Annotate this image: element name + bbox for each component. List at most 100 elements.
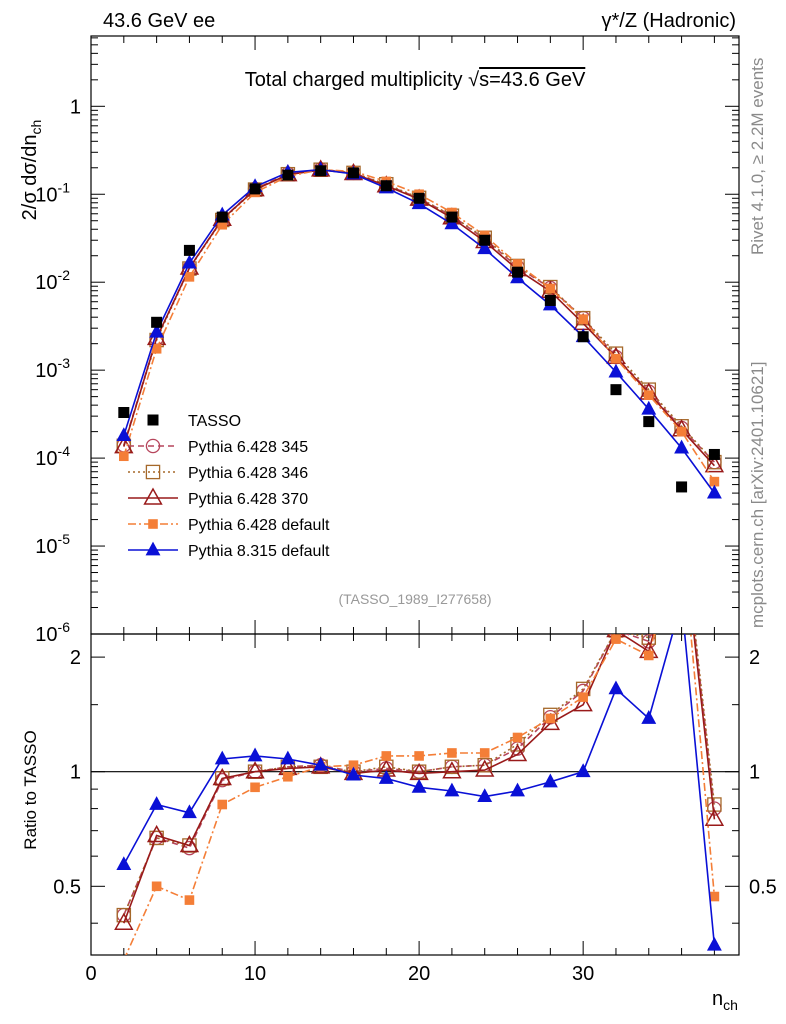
y-axis-label-top: 2/σ dσ/dnch (19, 120, 44, 221)
data-point (512, 266, 524, 278)
energy-label: 43.6 GeV ee (103, 10, 215, 32)
ratio-tick-label: 1 (70, 762, 81, 784)
series-0-ratio-line (123, 634, 716, 916)
series-2-ratio-point (212, 767, 232, 786)
top-axes: 10-610-510-410-310-210-11 (35, 36, 739, 646)
data-point (249, 183, 261, 195)
series-3-top-point (217, 219, 228, 230)
ratio-tick-label-right: 2 (749, 647, 760, 669)
series-3-top-point (611, 353, 621, 364)
data-point (446, 211, 458, 223)
series-4-ratio-point (674, 593, 689, 607)
series-3-ratio-point (447, 748, 457, 758)
series-1-ratio-point (641, 634, 657, 645)
data-point (544, 294, 556, 306)
data-point (118, 406, 130, 418)
series-4-top-point (674, 439, 690, 454)
series-3-ratio-point (611, 634, 621, 644)
series-4-ratio-point (575, 763, 591, 778)
data-point (708, 448, 720, 460)
ratio-panel-frame (90, 633, 740, 956)
data-point (413, 192, 425, 204)
ratio-series-group (114, 506, 725, 965)
data-point (577, 331, 589, 343)
data-point (183, 244, 195, 256)
series-1-ratio-point (444, 759, 460, 775)
series-4-top-point (149, 323, 165, 338)
series-4-top-point (608, 363, 624, 378)
series-3-ratio-point (512, 732, 523, 743)
x-tick-label: 10 (244, 963, 266, 985)
y-tick-label: 10-5 (35, 531, 70, 558)
series-2-ratio-point (704, 808, 725, 827)
series-4-ratio-point (641, 710, 657, 724)
legend-label-0: TASSO (188, 413, 241, 430)
legend-marker-2 (145, 464, 161, 480)
series-3-ratio-point (283, 771, 293, 782)
series-0-ratio-point (675, 509, 688, 522)
ratio-tick-label: 2 (70, 647, 81, 669)
series-1-ratio-point (675, 506, 688, 519)
series-3-ratio-point (250, 782, 260, 793)
series-4-top-point (641, 400, 657, 415)
y-tick-label: 10-3 (35, 355, 70, 382)
series-1-ratio-line (123, 634, 716, 916)
series-2-ratio-point (673, 514, 690, 529)
series-2-ratio-line (123, 634, 716, 924)
ratio-axes: 0 10 20 30 0.5 0.5 1 1 2 2 (53, 634, 777, 985)
series-2-ratio-point (114, 912, 134, 930)
series-2-ratio-point (245, 761, 265, 779)
series-4-ratio-point (706, 936, 722, 951)
series-2-ratio-point (507, 743, 528, 762)
x-tick-label: 0 (85, 963, 96, 985)
analysis-tag: (TASSO_1989_I277658) (338, 591, 491, 607)
x-axis-label: nch (712, 988, 738, 1013)
series-4-ratio-point (346, 766, 361, 781)
series-4-ratio-point (116, 856, 132, 871)
legend-label-1: Pythia 6.428 345 (188, 439, 308, 456)
series-3-top-point (643, 390, 654, 400)
y-tick-label: 1 (70, 96, 81, 118)
series-3-top-line (123, 168, 716, 483)
series-4-top-point (477, 240, 493, 255)
plot-title: Total charged multiplicity √s=43.6 GeV (245, 69, 586, 91)
series-4-ratio-point (477, 788, 493, 803)
series-4-ratio-point (313, 756, 329, 771)
series-2-ratio-point (573, 694, 593, 712)
y-tick-label: 10-6 (35, 619, 70, 646)
data-point (610, 384, 622, 396)
top-clip-group (114, 159, 725, 499)
series-3-top-point (676, 426, 687, 437)
legend-marker-5 (145, 541, 161, 556)
x-tick-label: 20 (408, 963, 430, 985)
data-point (151, 316, 163, 328)
series-3-ratio-point (217, 799, 228, 810)
series-3-top-point (545, 283, 556, 294)
series-3-top-point (578, 314, 588, 324)
series-4-ratio-point (542, 773, 558, 788)
legend-label-4: Pythia 6.428 default (188, 517, 330, 534)
series-3-top-point (184, 272, 195, 282)
process-label: γ*/Z (Hadronic) (602, 10, 736, 32)
y-tick-exponent: -2 (58, 267, 71, 283)
series-2-ratio-point (475, 759, 495, 777)
series-4-ratio-point (181, 804, 197, 819)
data-point (282, 169, 294, 181)
series-4-ratio-point (378, 770, 394, 784)
data-point (216, 211, 228, 223)
y-tick-exponent: -5 (58, 531, 71, 547)
series-2-top-point (704, 455, 725, 473)
data-point (676, 481, 688, 493)
series-3-top-point (151, 343, 162, 354)
series-3-ratio-point (119, 955, 129, 965)
y-tick-exponent: -4 (58, 443, 71, 459)
ratio-tick-label-right: 0.5 (749, 876, 777, 898)
series-4-ratio-point (444, 782, 460, 797)
data-point (479, 234, 491, 246)
y-tick-label: 10-4 (35, 443, 70, 470)
ratio-tick-label: 0.5 (53, 876, 81, 898)
series-4-ratio-point (510, 782, 525, 797)
series-3-ratio-point (643, 650, 654, 661)
